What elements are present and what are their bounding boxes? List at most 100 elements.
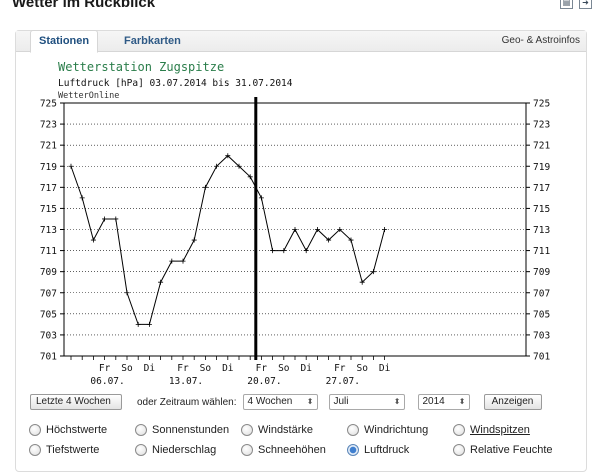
weeks-select[interactable]: 4 Wochen ⬍: [242, 394, 318, 410]
y-tick-label: 721: [40, 141, 57, 152]
chart-source: WetterOnline: [58, 91, 119, 101]
y-tick-label: 705: [40, 309, 57, 320]
x-day-label: So: [200, 363, 212, 374]
radio-label: Schneehöhen: [258, 444, 326, 456]
x-day-label: Di: [222, 363, 234, 374]
x-date-label: 06.07.: [90, 376, 124, 387]
last-weeks-button[interactable]: Letzte 4 Wochen: [30, 394, 122, 410]
series-line: [70, 155, 386, 325]
radio-circle: [29, 424, 41, 436]
radio-circle: [347, 424, 359, 436]
x-day-label: So: [121, 363, 133, 374]
data-point: [146, 321, 152, 327]
data-point: [258, 195, 264, 201]
data-point: [180, 258, 186, 264]
tab-farbkarten[interactable]: Farbkarten: [124, 35, 181, 47]
radio-circle: [29, 444, 41, 456]
y-tick-label-right: 703: [533, 330, 550, 341]
radio-windspitzen[interactable]: Windspitzen: [453, 424, 530, 436]
y-tick-label-right: 701: [533, 352, 550, 363]
radio-circle: [453, 424, 465, 436]
data-point: [292, 227, 298, 232]
data-point: [124, 290, 130, 296]
radio-label: Windspitzen: [470, 424, 530, 436]
data-point: [337, 227, 343, 232]
data-point: [236, 163, 242, 169]
y-tick-label-right: 723: [533, 120, 550, 131]
radio-label: Höchstwerte: [46, 424, 108, 436]
data-point: [90, 237, 96, 243]
month-select-value: Juli: [333, 396, 349, 407]
y-tick-label-right: 711: [533, 246, 550, 257]
x-day-label: Fr: [256, 363, 268, 374]
radio-tiefstwerte[interactable]: Tiefstwerte: [29, 444, 99, 456]
radio-label: Tiefstwerte: [46, 444, 100, 456]
y-tick-label-right: 715: [533, 204, 550, 215]
data-point: [382, 227, 388, 232]
tab-bar: Stationen Farbkarten Geo- & Astroinfos: [16, 30, 586, 53]
show-button[interactable]: Anzeigen: [483, 394, 542, 410]
header-icons: ▤ ➜: [560, 0, 592, 9]
radio-sonnenstunden[interactable]: Sonnenstunden: [135, 424, 229, 436]
x-day-label: So: [278, 363, 290, 374]
data-point: [158, 279, 164, 285]
radio-windrichtung[interactable]: Windrichtung: [347, 424, 428, 436]
radio-hoechstwerte[interactable]: Höchstwerte: [29, 424, 107, 436]
radio-niederschlag[interactable]: Niederschlag: [135, 444, 216, 456]
geo-astro-link[interactable]: Geo- & Astroinfos: [501, 35, 580, 46]
chevron-updown-icon: ⬍: [458, 397, 466, 406]
y-tick-label: 715: [40, 204, 57, 215]
y-tick-label-right: 717: [533, 183, 550, 194]
data-point: [281, 248, 287, 254]
radio-label: Luftdruck: [364, 444, 410, 456]
y-tick-label-right: 721: [533, 141, 550, 152]
data-point: [79, 195, 85, 201]
y-tick-label: 709: [40, 267, 57, 278]
radio-label: Niederschlag: [152, 444, 217, 456]
y-tick-label: 711: [40, 246, 57, 257]
radio-circle: [135, 424, 147, 436]
x-day-label: Fr: [177, 363, 189, 374]
print-icon[interactable]: ▤: [560, 0, 573, 9]
x-day-label: So: [356, 363, 368, 374]
data-point: [102, 216, 108, 222]
radio-schneehoehen[interactable]: Schneehöhen: [241, 444, 326, 456]
data-point: [169, 258, 175, 264]
radio-windstaerke[interactable]: Windstärke: [241, 424, 313, 436]
data-point: [270, 248, 276, 254]
data-point: [113, 216, 119, 222]
data-point: [359, 279, 365, 285]
pressure-chart: Wetterstation Zugspitze Luftdruck [hPa] 0…: [40, 60, 551, 387]
y-tick-label: 725: [40, 99, 57, 110]
data-point: [348, 237, 354, 243]
data-point: [314, 227, 320, 232]
radio-circle: [241, 424, 253, 436]
data-point: [191, 237, 197, 243]
year-select[interactable]: 2014 ⬍: [417, 394, 470, 410]
x-date-label: 27.07.: [326, 376, 360, 387]
y-tick-label-right: 725: [533, 99, 550, 110]
x-day-label: Di: [300, 363, 312, 374]
radio-luftdruck[interactable]: Luftdruck: [347, 444, 409, 456]
y-tick-label: 717: [40, 183, 57, 194]
radio-circle: [241, 444, 253, 456]
share-icon[interactable]: ➜: [579, 0, 592, 9]
controls-bar: Letzte 4 Wochen oder Zeitraum wählen: 4 …: [30, 394, 542, 410]
y-tick-label-right: 707: [533, 288, 550, 299]
radio-circle: [453, 444, 465, 456]
range-label: oder Zeitraum wählen:: [137, 396, 237, 408]
tab-stationen[interactable]: Stationen: [30, 30, 99, 53]
radio-relative-feuchte[interactable]: Relative Feuchte: [453, 444, 553, 456]
data-point: [135, 321, 141, 327]
y-tick-label-right: 709: [533, 267, 550, 278]
radio-label: Windrichtung: [364, 424, 429, 436]
x-day-label: Fr: [99, 363, 111, 374]
y-tick-label-right: 705: [533, 309, 550, 320]
month-select[interactable]: Juli ⬍: [328, 394, 405, 410]
chevron-updown-icon: ⬍: [393, 397, 401, 406]
x-date-label: 20.07.: [247, 376, 281, 387]
data-point: [370, 269, 376, 275]
y-tick-label: 723: [40, 120, 57, 131]
y-tick-label: 719: [40, 162, 57, 173]
radio-label: Windstärke: [258, 424, 314, 436]
